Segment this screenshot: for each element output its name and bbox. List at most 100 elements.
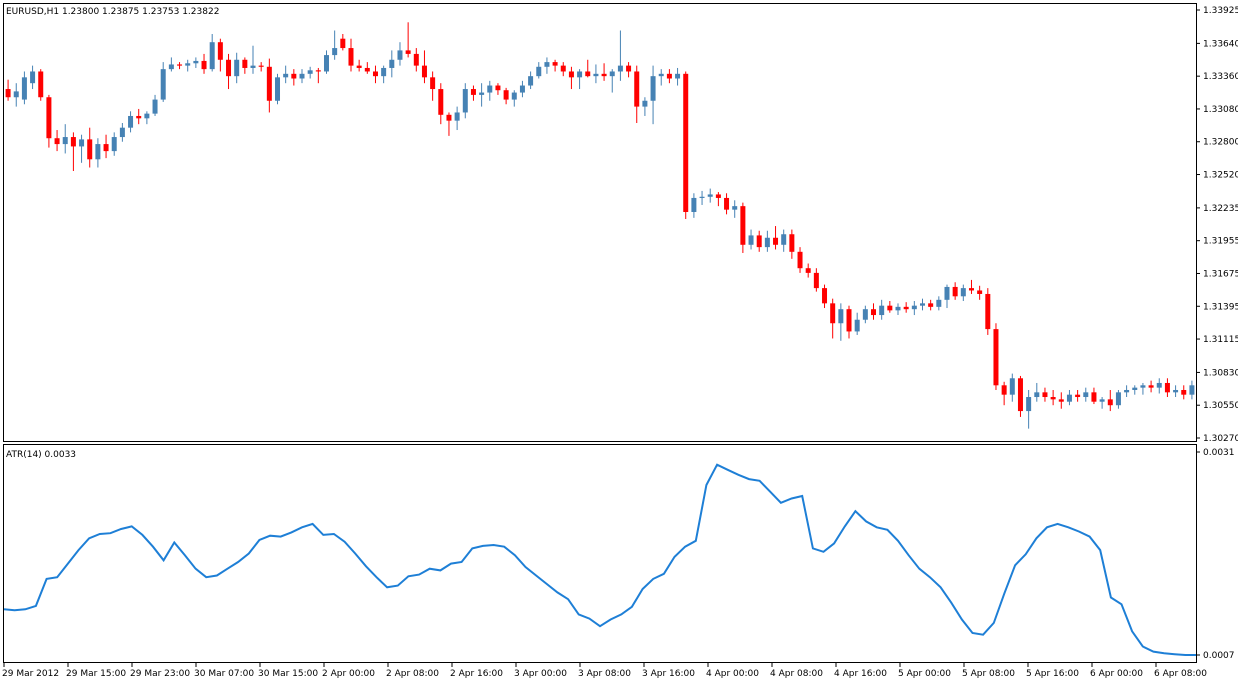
candle-body xyxy=(544,62,550,67)
candle-body xyxy=(136,115,142,119)
candle-body xyxy=(397,50,403,60)
time-tick-label: 2 Apr 08:00 xyxy=(386,669,439,679)
candle-body xyxy=(985,293,991,330)
candle-body xyxy=(54,138,60,145)
candle xyxy=(234,52,240,84)
candle xyxy=(789,229,795,259)
candle xyxy=(952,282,958,300)
candle-body xyxy=(1050,397,1056,400)
candle-body xyxy=(315,70,321,72)
candle-body xyxy=(503,90,509,100)
candle-body xyxy=(250,65,256,68)
candle-body xyxy=(568,71,574,78)
candle-body xyxy=(217,42,223,60)
candle-body xyxy=(266,66,272,101)
candle xyxy=(1058,392,1064,409)
candle-body xyxy=(1156,382,1162,388)
candle xyxy=(389,50,395,78)
candle-body xyxy=(111,137,117,152)
candle-body xyxy=(1164,382,1170,393)
candle xyxy=(1026,389,1032,429)
candle-body xyxy=(209,42,215,70)
candle-body xyxy=(70,137,76,147)
candle xyxy=(111,132,117,156)
candle-body xyxy=(1058,399,1064,402)
candle xyxy=(854,312,860,335)
candle xyxy=(397,42,403,66)
candle xyxy=(862,305,868,324)
candle xyxy=(1148,380,1154,393)
time-tick-label: 30 Mar 07:00 xyxy=(194,669,254,679)
candle xyxy=(323,50,329,74)
price-tick-label: 1.33360 xyxy=(1203,72,1238,82)
candle-body xyxy=(307,70,313,74)
candle xyxy=(642,97,648,116)
candle xyxy=(446,112,452,136)
time-tick-label: 4 Apr 08:00 xyxy=(770,669,823,679)
candle-body xyxy=(242,59,248,68)
candle-body xyxy=(185,63,191,66)
candle-body xyxy=(1017,378,1023,412)
candle-body xyxy=(430,77,436,90)
candle xyxy=(217,38,223,72)
price-tick-label: 1.32800 xyxy=(1203,138,1238,148)
candle xyxy=(258,62,264,72)
candle-body xyxy=(846,309,852,332)
candle xyxy=(822,284,828,309)
candle xyxy=(634,65,640,124)
candle xyxy=(226,53,232,90)
candle-body xyxy=(1009,378,1015,395)
candle xyxy=(911,300,917,316)
time-tick-label: 5 Apr 00:00 xyxy=(898,669,951,679)
candle-body xyxy=(21,77,27,100)
candle xyxy=(364,62,370,74)
candle-body xyxy=(30,71,36,84)
candle xyxy=(928,299,934,311)
candle xyxy=(160,62,166,102)
candle xyxy=(601,63,607,81)
candle xyxy=(1001,381,1007,406)
candle xyxy=(128,111,134,133)
candle-body xyxy=(438,89,444,115)
candle xyxy=(119,123,125,142)
candle-body xyxy=(323,55,329,72)
candle-body xyxy=(601,73,607,77)
candle-body xyxy=(144,113,150,119)
candle-body xyxy=(1042,392,1048,398)
candle-body xyxy=(813,272,819,289)
candle-body xyxy=(862,309,868,320)
price-tick-label: 1.33925 xyxy=(1203,6,1238,16)
candle-body xyxy=(642,100,648,107)
candle-body xyxy=(470,89,476,95)
candle xyxy=(1034,382,1040,402)
candle-body xyxy=(830,303,836,324)
candle xyxy=(609,69,615,93)
candle xyxy=(552,59,558,72)
candle-body xyxy=(234,59,240,77)
candle xyxy=(528,71,534,90)
candle-body xyxy=(691,197,697,212)
candle-body xyxy=(258,65,264,67)
candle-body xyxy=(911,305,917,310)
candle-body xyxy=(1148,385,1154,388)
candle xyxy=(201,53,207,74)
candle xyxy=(691,193,697,218)
price-panel xyxy=(3,3,1197,442)
candle-body xyxy=(226,59,232,77)
time-tick-label: 5 Apr 08:00 xyxy=(962,669,1015,679)
candle xyxy=(683,71,689,220)
time-tick-label: 6 Apr 08:00 xyxy=(1154,669,1207,679)
candle-body xyxy=(871,309,877,316)
candle xyxy=(919,298,925,311)
candle xyxy=(544,57,550,74)
candle xyxy=(1042,387,1048,402)
candle xyxy=(70,132,76,172)
candle-body xyxy=(177,64,183,66)
candle xyxy=(1124,385,1130,398)
candle-body xyxy=(675,73,681,79)
time-axis: 29 Mar 2012 29 Mar 15:00 29 Mar 23:00 30 Ma… xyxy=(2,663,1207,679)
price-tick-label: 1.30550 xyxy=(1203,401,1238,411)
candle xyxy=(675,67,681,86)
candle xyxy=(413,48,419,72)
candle xyxy=(21,71,27,105)
